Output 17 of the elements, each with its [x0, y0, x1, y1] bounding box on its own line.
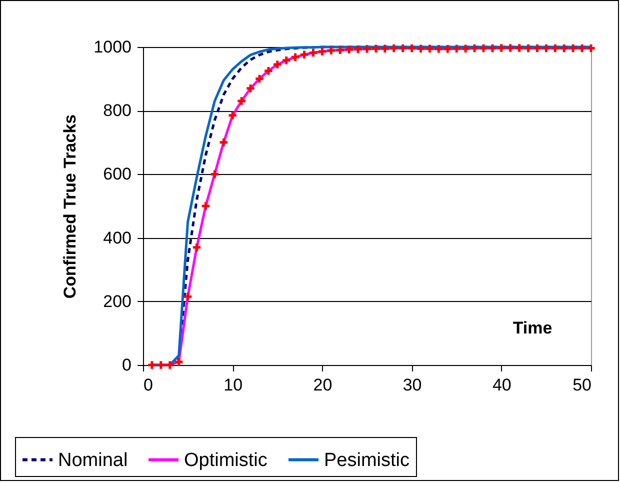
legend-label: Optimistic [184, 450, 268, 471]
y-tick-label: 400 [103, 228, 132, 248]
x-tick-label: 40 [492, 376, 512, 394]
y-tick-label: 0 [122, 356, 132, 374]
x-tick-label: 20 [313, 376, 332, 394]
y-tick-label: 200 [103, 292, 132, 311]
x-tick-label: 30 [402, 376, 422, 394]
y-tick-label: 800 [103, 101, 132, 120]
x-tick-label: 50 [572, 376, 592, 394]
x-tick-label: 0 [144, 376, 153, 394]
y-tick-label: 1000 [94, 38, 132, 56]
x-tick-label: 10 [224, 376, 243, 394]
x-axis-title: Time [512, 318, 552, 338]
y-axis-title: Confirmed True Tracks [60, 114, 80, 299]
legend-label: Pesimistic [324, 450, 410, 471]
y-tick-label: 600 [103, 164, 132, 184]
legend-label: Nominal [58, 450, 128, 471]
